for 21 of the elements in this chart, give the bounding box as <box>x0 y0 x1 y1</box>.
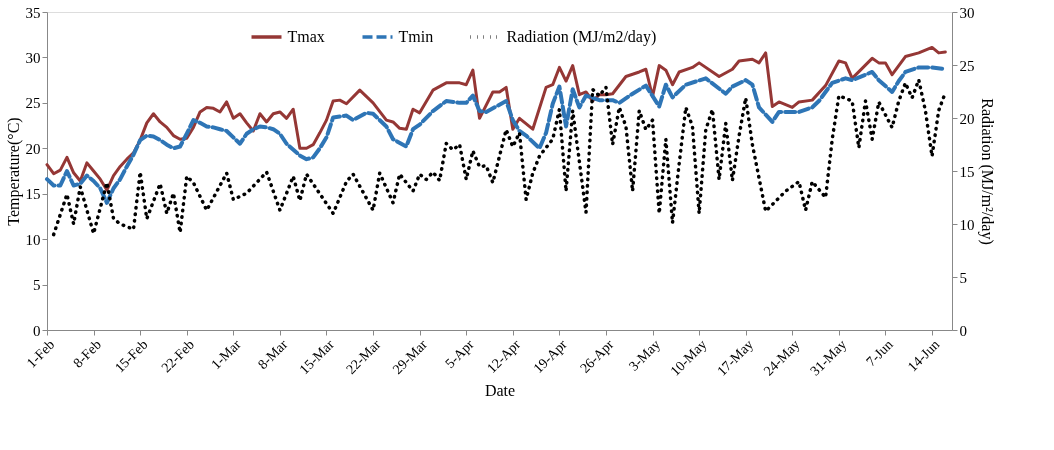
legend-label: Radiation (MJ/m2/day) <box>506 28 657 46</box>
y2-tick-label: 20 <box>959 110 975 127</box>
y2-tick-label: 5 <box>959 269 967 286</box>
y-axis-title: Temperature(°C) <box>4 117 23 226</box>
y-tick-label: 10 <box>25 231 41 248</box>
y-tick-label: 20 <box>25 140 41 157</box>
y-tick-label: 35 <box>25 4 41 21</box>
y2-tick-label: 30 <box>959 4 975 21</box>
y2-tick-label: 25 <box>959 57 975 74</box>
y2-axis-title: Radiation (MJ/m²/day) <box>977 98 996 245</box>
y2-tick-label: 15 <box>959 163 975 180</box>
y-tick-label: 15 <box>25 186 41 203</box>
y-tick-label: 0 <box>33 322 41 339</box>
x-axis-title: Date <box>484 381 516 399</box>
y-tick-label: 25 <box>25 95 41 112</box>
y-tick-label: 30 <box>25 49 41 66</box>
legend-label: Tmin <box>398 28 434 45</box>
y2-tick-label: 10 <box>959 216 975 233</box>
y-tick-label: 5 <box>33 277 41 294</box>
y2-tick-label: 0 <box>959 322 967 339</box>
legend-label: Tmax <box>287 28 325 45</box>
